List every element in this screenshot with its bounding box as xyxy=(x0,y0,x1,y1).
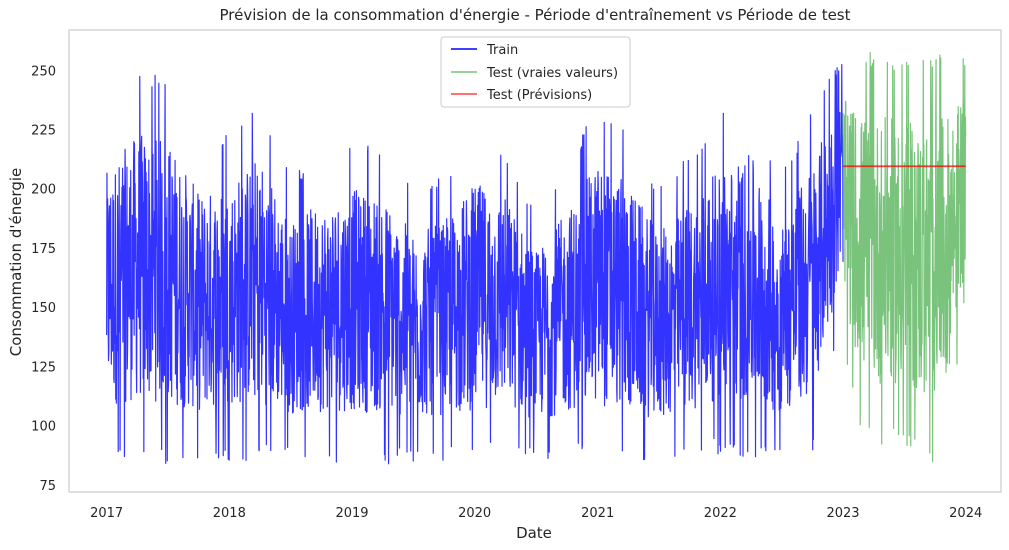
y-tick-label: 100 xyxy=(31,420,56,435)
y-tick-label: 150 xyxy=(31,301,56,316)
y-tick-label: 200 xyxy=(31,183,56,198)
x-tick-label: 2022 xyxy=(704,506,737,521)
y-axis-ticks: 75 100 125 150 175 200 225 250 xyxy=(31,64,56,494)
y-tick-label: 125 xyxy=(31,360,56,375)
series-layer xyxy=(106,51,967,465)
legend-box xyxy=(440,36,631,108)
plot-frame xyxy=(68,29,1002,493)
series-line-test-actual xyxy=(842,51,967,463)
legend-label-test-forecast: Test (Prévisions) xyxy=(486,88,592,103)
y-axis-label: Consommation d'énergie xyxy=(7,168,25,357)
y-tick-label: 175 xyxy=(31,242,56,257)
chart-title: Prévision de la consommation d'énergie -… xyxy=(219,6,850,24)
x-tick-label: 2019 xyxy=(335,506,368,521)
y-tick-label: 225 xyxy=(31,124,56,139)
x-axis-label: Date xyxy=(516,524,552,542)
x-tick-label: 2021 xyxy=(581,506,614,521)
x-tick-label: 2018 xyxy=(213,506,246,521)
legend: Train Test (vraies valeurs) Test (Prévis… xyxy=(440,36,631,108)
x-tick-label: 2017 xyxy=(90,506,123,521)
legend-label-train: Train xyxy=(486,43,518,58)
x-tick-label: 2024 xyxy=(949,506,982,521)
x-axis-ticks: 2017 2018 2019 2020 2021 2022 2023 2024 xyxy=(90,506,982,521)
legend-label-test-actual: Test (vraies valeurs) xyxy=(486,66,618,81)
x-tick-label: 2020 xyxy=(458,506,491,521)
y-tick-label: 75 xyxy=(39,479,56,494)
x-tick-label: 2023 xyxy=(826,506,859,521)
series-line-train xyxy=(106,64,844,465)
y-tick-label: 250 xyxy=(31,64,56,79)
